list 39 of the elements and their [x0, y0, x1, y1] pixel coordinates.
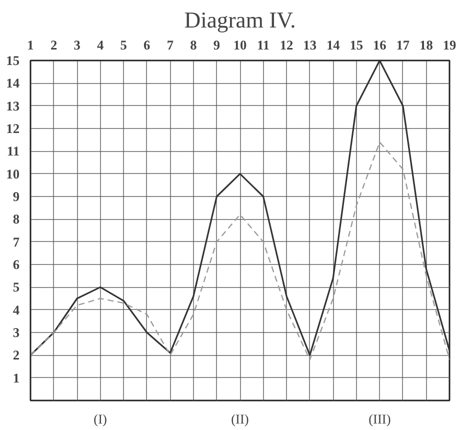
text: (II) — [231, 412, 249, 426]
x-tick-label: 4 — [97, 38, 104, 52]
y-tick-label: 12 — [6, 121, 20, 136]
y-tick-label: 4 — [12, 302, 20, 318]
y-tick-label: 6 — [12, 257, 20, 272]
y-tick-label: 8 — [12, 212, 20, 227]
x-tick-label: 10 — [233, 38, 247, 52]
y-tick-label: 3 — [12, 325, 20, 340]
x-tick-label: 14 — [326, 38, 340, 52]
text: (III) — [368, 412, 391, 426]
y-tick-label: 10 — [6, 166, 20, 182]
y-tick-label: 14 — [6, 76, 20, 91]
y-tick-label: 2 — [12, 348, 20, 363]
chart-title: Diagram IV. — [184, 8, 296, 32]
x-tick-label: 7 — [166, 38, 174, 52]
x-tick-label: 3 — [74, 38, 81, 52]
x-tick-label: 5 — [120, 38, 128, 52]
y-tick-label: 15 — [6, 53, 20, 68]
x-tick-label: 12 — [280, 38, 294, 52]
y-tick-label: 11 — [6, 144, 20, 159]
y-tick-label: 1 — [12, 370, 20, 386]
x-tick-label: 16 — [373, 38, 387, 52]
x-tick-label: 19 — [442, 38, 456, 52]
x-tick-label: 9 — [213, 38, 220, 52]
y-tick-label: 7 — [12, 234, 20, 250]
y-tick-label: 5 — [12, 280, 20, 295]
x-tick-label: 2 — [50, 38, 58, 52]
y-tick-label: 13 — [6, 98, 20, 114]
x-tick-label: 15 — [350, 38, 364, 52]
x-tick-label: 11 — [256, 38, 270, 52]
x-tick-label: 6 — [144, 38, 151, 52]
text: (I) — [94, 412, 108, 426]
x-tick-label: 8 — [190, 38, 198, 52]
x-tick-label: 17 — [396, 38, 410, 52]
line-series — [30, 142, 450, 360]
x-tick-label: 13 — [303, 38, 317, 52]
x-tick-label: 18 — [420, 38, 434, 52]
x-tick-label: 1 — [27, 38, 34, 52]
y-tick-label: 9 — [12, 189, 20, 204]
